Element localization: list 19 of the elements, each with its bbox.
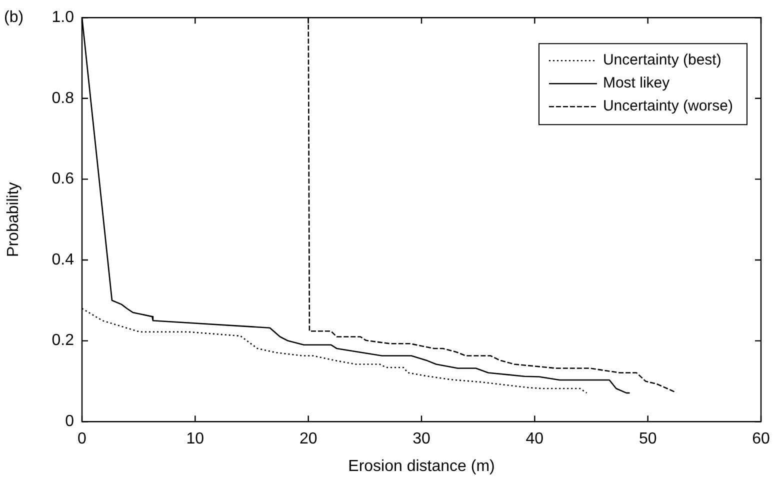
x-tick-label: 60 [752, 430, 770, 448]
y-tick-label: 0.8 [52, 90, 74, 107]
x-tick-label: 0 [78, 430, 87, 448]
legend-label: Most likey [602, 74, 670, 92]
x-tick-label: 10 [186, 430, 204, 448]
legend-label: Uncertainty (worse) [602, 98, 734, 115]
y-axis-title: Probability [5, 182, 22, 257]
x-tick-label: 50 [638, 430, 657, 448]
text: (b) [4, 9, 24, 26]
legend-label: Uncertainty (best) [602, 52, 722, 69]
y-tick-label: 0 [65, 413, 74, 430]
y-tick-label: 0.6 [52, 170, 74, 188]
y-tick-label: 0.4 [52, 251, 74, 268]
x-tick-label: 20 [299, 430, 318, 448]
x-tick-label: 30 [412, 430, 430, 448]
y-tick-label: 1.0 [52, 9, 74, 26]
x-axis-title: Erosion distance (m) [348, 458, 495, 475]
y-tick-label: 0.2 [52, 332, 74, 350]
x-tick-label: 40 [526, 430, 544, 448]
